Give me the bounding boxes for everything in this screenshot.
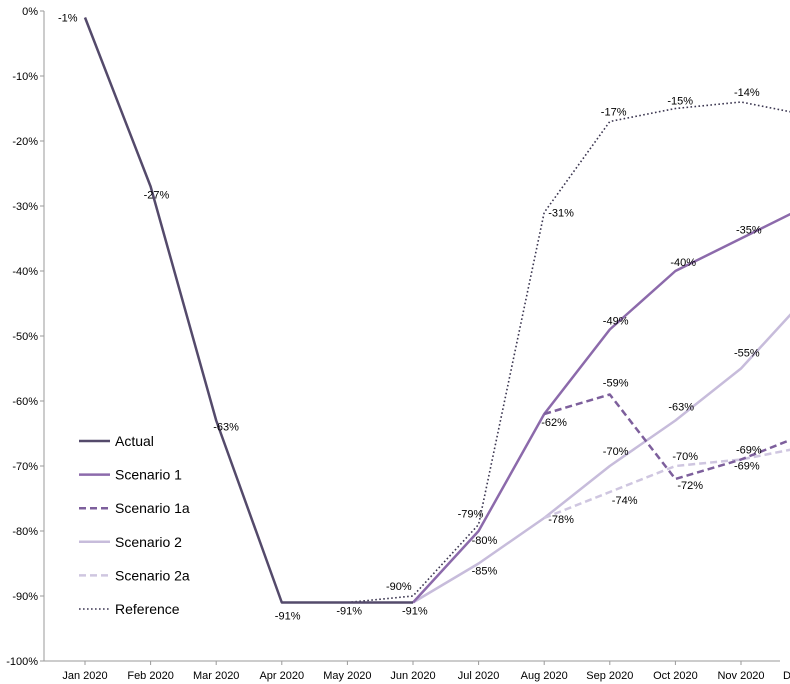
- data-label: -70%: [672, 451, 698, 463]
- legend-label: Scenario 1: [115, 467, 182, 483]
- data-label: -31%: [548, 208, 574, 220]
- y-tick-label: -90%: [12, 591, 38, 603]
- data-label: -85%: [472, 566, 498, 578]
- legend-label: Reference: [115, 601, 180, 617]
- legend-label: Actual: [115, 433, 154, 449]
- series-line-actual: [83, 17, 413, 604]
- data-label: -59%: [603, 378, 629, 390]
- x-tick-label: Apr 2020: [259, 670, 304, 682]
- y-tick-label: -70%: [12, 461, 38, 473]
- data-label: -35%: [736, 225, 762, 237]
- data-label: -69%: [736, 445, 762, 457]
- x-tick-label: May 2020: [323, 670, 371, 682]
- x-tick-label: Jul 2020: [458, 670, 500, 682]
- y-tick-label: -60%: [12, 396, 38, 408]
- legend-label: Scenario 2: [115, 534, 182, 550]
- x-tick-label: Jun 2020: [390, 670, 435, 682]
- y-tick-label: -10%: [12, 71, 38, 83]
- data-label: -15%: [667, 96, 693, 108]
- y-tick-label: 0%: [22, 6, 38, 18]
- series-line-scenario-2: [412, 313, 790, 604]
- legend: Actual Scenario 1 Scenario 1a Scenario 2 Sce…: [79, 433, 190, 617]
- series-lines: [83, 17, 790, 604]
- data-label: -27%: [144, 190, 170, 202]
- data-labels: -1% -27% -63% -91% -91% -91% -80% -62% -49% -40% -…: [58, 13, 762, 623]
- data-label: -78%: [548, 514, 574, 526]
- series-line-scenario-2a: [543, 448, 790, 520]
- series-line-scenario-1: [412, 212, 790, 604]
- y-tick-label: -100%: [6, 656, 38, 668]
- x-tick-label: Jan 2020: [62, 670, 107, 682]
- data-label: -63%: [668, 402, 694, 414]
- data-label: -55%: [734, 348, 760, 360]
- y-tick-label: -40%: [12, 266, 38, 278]
- legend-label: Scenario 1a: [115, 500, 190, 516]
- series-line-reference: [347, 101, 790, 604]
- data-label: -91%: [402, 606, 428, 618]
- series-line-scenario-1a: [543, 393, 790, 481]
- x-tick-label: Feb 2020: [127, 670, 173, 682]
- data-label: -70%: [603, 446, 629, 458]
- y-tick-label: -30%: [12, 201, 38, 213]
- x-tick-label: Dec 2020: [783, 670, 790, 682]
- data-label: -79%: [458, 509, 484, 521]
- x-tick-label: Sep 2020: [586, 670, 633, 682]
- y-tick-label: -80%: [12, 526, 38, 538]
- x-tick-label: Nov 2020: [717, 670, 764, 682]
- data-label: -63%: [213, 422, 239, 434]
- data-label: -80%: [472, 535, 498, 547]
- data-label: -74%: [612, 495, 638, 507]
- legend-label: Scenario 2a: [115, 567, 190, 583]
- data-label: -69%: [734, 461, 760, 473]
- data-label: -14%: [734, 87, 760, 99]
- y-tick-label: -20%: [12, 136, 38, 148]
- x-tick-label: Aug 2020: [521, 670, 568, 682]
- data-label: -17%: [601, 107, 627, 119]
- y-tick-label: -50%: [12, 331, 38, 343]
- axes: 0%-10%-20%-30%-40%-50%-60%-70%-80%-90%-1…: [6, 6, 790, 682]
- data-label: -62%: [541, 417, 567, 429]
- data-label: -40%: [670, 257, 696, 269]
- data-label: -72%: [677, 480, 703, 492]
- data-label: -49%: [603, 316, 629, 328]
- x-tick-label: Oct 2020: [653, 670, 698, 682]
- x-tick-label: Mar 2020: [193, 670, 239, 682]
- data-label: -91%: [275, 611, 301, 623]
- data-label: -91%: [336, 606, 362, 618]
- data-label: -1%: [58, 13, 78, 25]
- data-label: -90%: [386, 581, 412, 593]
